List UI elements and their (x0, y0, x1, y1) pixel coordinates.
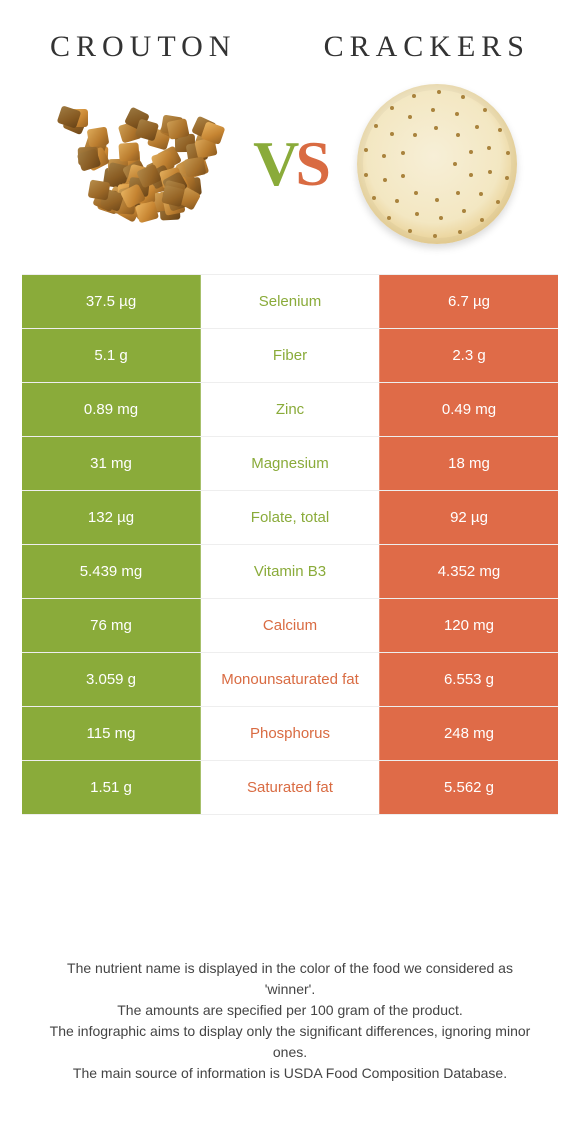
right-title: Crackers (324, 30, 530, 64)
footer-line: The amounts are specified per 100 gram o… (40, 1000, 540, 1021)
table-row: 3.059 gMonounsaturated fat6.553 g (22, 652, 558, 706)
left-value: 0.89 mg (22, 383, 201, 436)
cracker-image (337, 74, 537, 254)
right-value: 248 mg (379, 707, 558, 760)
nutrient-name: Magnesium (201, 437, 379, 490)
footer-line: The nutrient name is displayed in the co… (40, 958, 540, 1000)
nutrient-name: Monounsaturated fat (201, 653, 379, 706)
table-row: 132 µgFolate, total92 µg (22, 490, 558, 544)
nutrient-name: Vitamin B3 (201, 545, 379, 598)
crouton-image (43, 74, 243, 254)
vs-v: V (253, 127, 295, 201)
right-value: 120 mg (379, 599, 558, 652)
right-value: 2.3 g (379, 329, 558, 382)
left-value: 3.059 g (22, 653, 201, 706)
right-value: 5.562 g (379, 761, 558, 814)
right-value: 0.49 mg (379, 383, 558, 436)
left-value: 37.5 µg (22, 275, 201, 328)
nutrient-name: Calcium (201, 599, 379, 652)
table-row: 31 mgMagnesium18 mg (22, 436, 558, 490)
left-value: 76 mg (22, 599, 201, 652)
nutrient-name: Fiber (201, 329, 379, 382)
left-value: 5.1 g (22, 329, 201, 382)
left-value: 132 µg (22, 491, 201, 544)
footer-line: The infographic aims to display only the… (40, 1021, 540, 1063)
footer-line: The main source of information is USDA F… (40, 1063, 540, 1084)
comparison-table: 37.5 µgSelenium6.7 µg5.1 gFiber2.3 g0.89… (22, 274, 558, 815)
left-value: 31 mg (22, 437, 201, 490)
right-value: 6.7 µg (379, 275, 558, 328)
right-value: 4.352 mg (379, 545, 558, 598)
table-row: 5.1 gFiber2.3 g (22, 328, 558, 382)
right-value: 18 mg (379, 437, 558, 490)
header: Crouton Crackers (0, 0, 580, 74)
footer-text: The nutrient name is displayed in the co… (0, 958, 580, 1084)
nutrient-name: Phosphorus (201, 707, 379, 760)
left-value: 1.51 g (22, 761, 201, 814)
nutrient-name: Selenium (201, 275, 379, 328)
left-value: 115 mg (22, 707, 201, 760)
table-row: 37.5 µgSelenium6.7 µg (22, 274, 558, 328)
nutrient-name: Saturated fat (201, 761, 379, 814)
table-row: 5.439 mgVitamin B34.352 mg (22, 544, 558, 598)
table-row: 76 mgCalcium120 mg (22, 598, 558, 652)
nutrient-name: Folate, total (201, 491, 379, 544)
left-value: 5.439 mg (22, 545, 201, 598)
vs-label: VS (253, 127, 327, 201)
table-row: 0.89 mgZinc0.49 mg (22, 382, 558, 436)
table-row: 115 mgPhosphorus248 mg (22, 706, 558, 760)
left-title: Crouton (50, 30, 236, 64)
table-row: 1.51 gSaturated fat5.562 g (22, 760, 558, 815)
images-row: VS (0, 74, 580, 274)
right-value: 6.553 g (379, 653, 558, 706)
vs-s: S (295, 127, 327, 201)
nutrient-name: Zinc (201, 383, 379, 436)
right-value: 92 µg (379, 491, 558, 544)
